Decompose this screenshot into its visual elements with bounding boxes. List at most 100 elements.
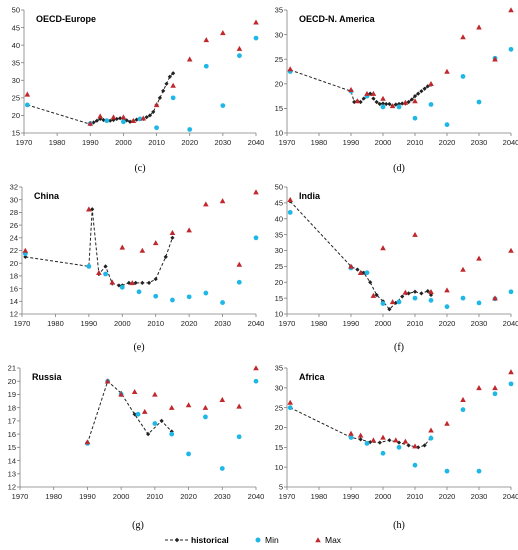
historical-point [140,280,145,285]
panel-india: 10 15 20 25 30 35 40 45 50 1970 1980 1990 2000 2010 20… [275,183,518,353]
historical-point [133,280,138,285]
historical-point [146,280,152,285]
min-point [412,295,418,301]
max-point [118,391,124,397]
y-tick-label: 12 [10,310,18,319]
historical-point [377,101,382,107]
max-point [389,103,396,109]
max-point [141,408,148,414]
y-tick-label: 18 [10,272,18,281]
historical-point [371,96,376,101]
max-point [460,34,466,40]
max-point [24,91,31,97]
x-tick-label: 1990 [81,319,98,328]
historical-point [171,71,176,76]
x-tick-label: 2000 [115,138,132,147]
y-tick-label: 15 [12,129,20,138]
min-point [237,53,242,59]
y-tick-label: 35 [275,230,283,239]
historical-point [144,115,149,120]
series-max [24,19,259,126]
min-point [187,127,193,132]
x-tick-label: 1970 [279,492,296,501]
y-tick-label: 30 [275,384,283,393]
max-point [492,385,498,391]
y-tick-label: 28 [10,208,18,217]
panel-label: (e) [133,342,144,353]
max-point [152,240,159,246]
max-point [492,56,498,62]
max-point [428,427,434,433]
y-tick-label: 15 [275,443,283,452]
min-point [253,235,259,241]
y-tick-label: 13 [8,469,16,478]
series-max [287,196,514,305]
legend-item-min: Min [255,535,279,545]
y-tick-label: 45 [12,23,20,32]
max-point [236,403,242,409]
historical-point [416,445,421,450]
y-tick-label: 50 [275,183,283,192]
x-tick-label: 2020 [181,319,198,328]
y-tick-label: 22 [10,246,18,255]
max-point [444,287,450,293]
x-tick-label: 2040 [503,492,518,501]
x-tick-label: 1970 [279,138,296,147]
x-tick-label: 1990 [343,138,360,147]
panel-title: China [34,191,60,201]
x-tick-label: 2000 [375,138,392,147]
historical-point [416,91,421,96]
max-point [236,45,243,51]
min-point [287,405,293,411]
x-tick-label: 1980 [49,138,66,147]
min-point [460,295,466,301]
y-tick-label: 30 [10,195,18,204]
max-point [110,114,117,120]
max-point [236,261,243,267]
min-point [119,284,125,290]
legend-label: Min [265,535,279,545]
max-point [22,247,29,253]
x-tick-label: 1980 [311,138,328,147]
max-point [220,30,226,36]
max-point [86,206,92,212]
max-point [428,288,434,295]
series-min [287,46,514,128]
panel-oecd-n-america: 10 15 20 25 30 35 1970 1980 1990 2000 2010 2020 2030… [275,6,518,174]
max-point [444,420,450,426]
max-point [139,247,146,253]
x-tick-label: 2030 [471,319,488,328]
historical-point [368,440,373,445]
historical-point [425,289,430,294]
min-point [508,289,514,295]
historical-point [132,412,137,417]
series-max [84,365,259,445]
max-point [412,98,418,104]
x-tick-label: 1970 [16,138,33,147]
series-max [22,189,259,286]
historical-point [387,438,392,443]
min-point [220,103,226,108]
x-tick-label: 1980 [47,319,64,328]
historical-point [377,440,382,445]
historical-line [27,72,174,125]
x-tick-label: 2040 [248,319,265,328]
max-point [389,299,396,305]
historical-point [387,101,392,107]
y-tick-label: 21 [8,364,16,373]
historical-point [352,99,357,105]
panel-title: OECD-N. America [299,14,376,24]
min-point [380,104,386,110]
min-point [460,74,466,79]
min-point [135,411,141,417]
x-tick-label: 2010 [148,138,165,147]
max-point [412,231,418,237]
max-point [253,365,259,371]
x-tick-label: 2010 [147,319,164,328]
x-tick-label: 2040 [503,319,518,328]
max-point [109,279,116,285]
x-tick-label: 1990 [343,492,360,501]
y-tick-label: 35 [12,58,20,67]
series-historical [23,207,175,288]
x-tick-label: 2020 [439,138,456,147]
